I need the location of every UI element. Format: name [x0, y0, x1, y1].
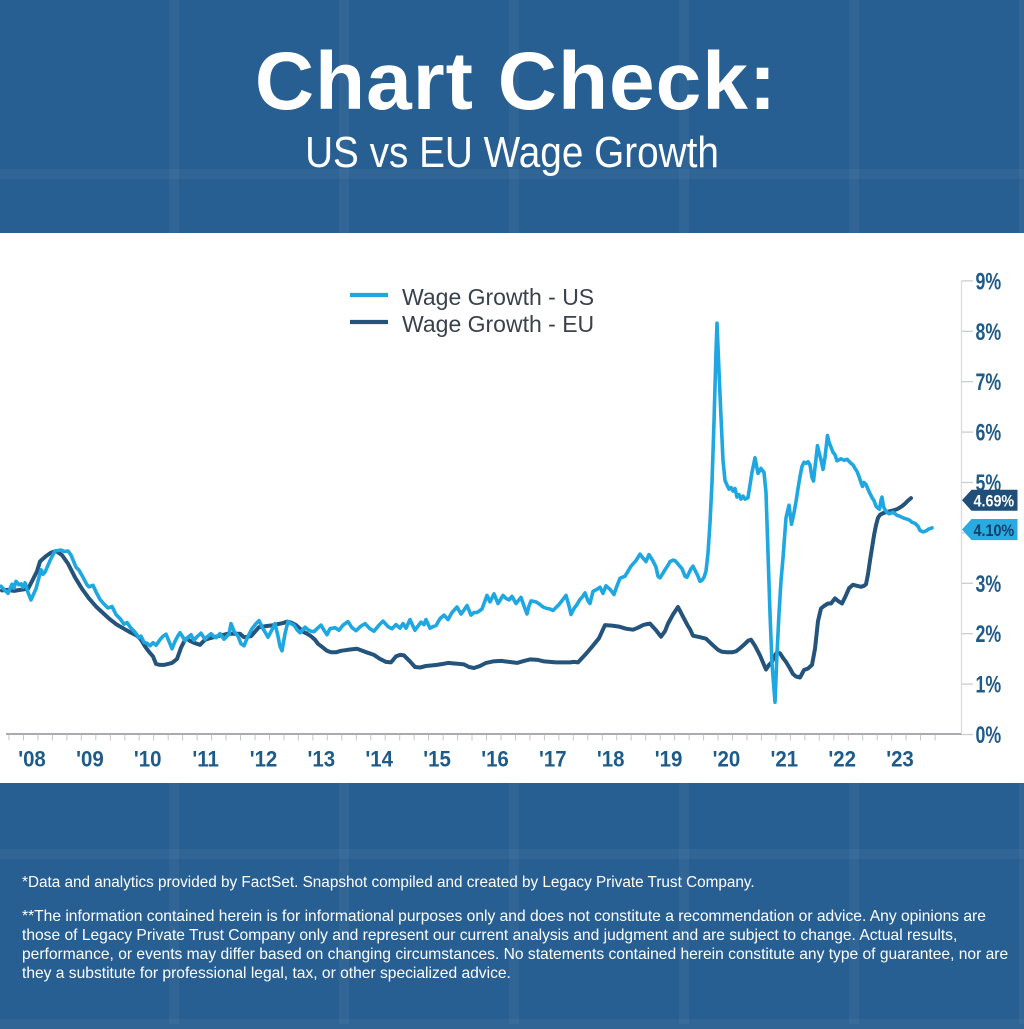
svg-text:2%: 2% — [976, 622, 1002, 648]
svg-text:4.10%: 4.10% — [974, 522, 1015, 540]
svg-text:6%: 6% — [976, 420, 1002, 446]
svg-text:'10: '10 — [134, 747, 162, 772]
svg-text:3%: 3% — [976, 571, 1002, 597]
svg-text:'21: '21 — [770, 747, 798, 772]
svg-text:Wage Growth - EU: Wage Growth - EU — [402, 311, 594, 337]
svg-text:4.69%: 4.69% — [974, 492, 1015, 510]
svg-text:'08: '08 — [18, 747, 46, 772]
svg-text:'13: '13 — [307, 747, 335, 772]
svg-text:'16: '16 — [481, 747, 509, 772]
svg-text:'23: '23 — [886, 747, 914, 772]
svg-text:0%: 0% — [976, 723, 1002, 749]
svg-text:'15: '15 — [423, 747, 451, 772]
svg-text:'22: '22 — [828, 747, 856, 772]
svg-text:'14: '14 — [365, 747, 393, 772]
svg-text:'19: '19 — [655, 747, 683, 772]
svg-text:1%: 1% — [976, 672, 1002, 698]
svg-text:9%: 9% — [976, 269, 1002, 295]
svg-text:8%: 8% — [976, 319, 1002, 345]
svg-text:7%: 7% — [976, 370, 1002, 396]
svg-text:'12: '12 — [250, 747, 278, 772]
svg-text:Wage Growth - US: Wage Growth - US — [402, 284, 594, 310]
svg-text:'09: '09 — [76, 747, 104, 772]
svg-text:'17: '17 — [539, 747, 567, 772]
svg-text:'20: '20 — [713, 747, 741, 772]
svg-text:'11: '11 — [192, 747, 219, 772]
svg-text:'18: '18 — [597, 747, 625, 772]
